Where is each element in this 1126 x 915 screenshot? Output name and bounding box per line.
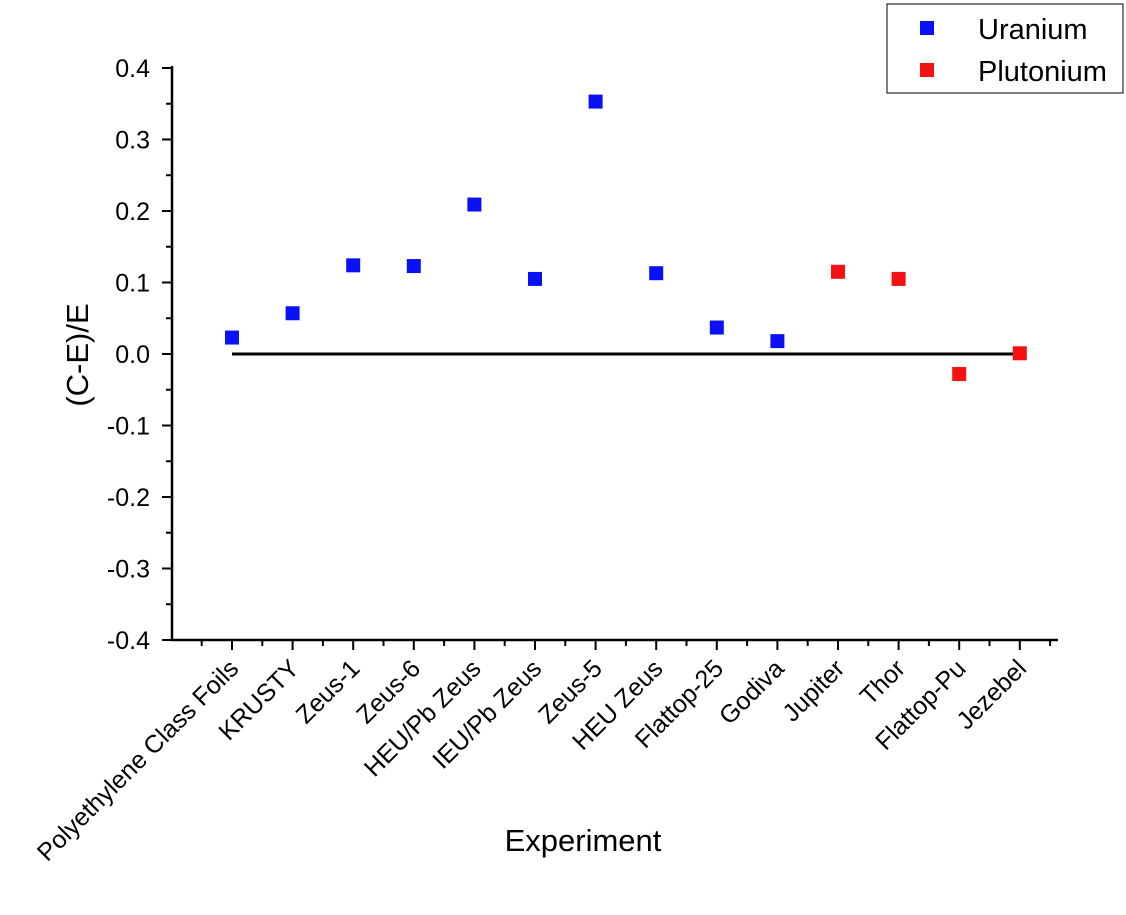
y-tick-label: 0.4	[115, 55, 150, 83]
y-tick-label: 0.2	[115, 198, 150, 226]
y-tick-label: -0.3	[107, 556, 150, 584]
y-tick-label: -0.4	[107, 627, 150, 655]
y-tick-labels: -0.4 -0.3 -0.2 -0.1 0.0 0.1 0.2 0.3 0.4	[107, 55, 150, 655]
x-tick-label: Godiva	[714, 654, 790, 730]
legend-label-plutonium: Plutonium	[978, 56, 1107, 88]
data-point-uranium	[346, 258, 361, 273]
data-point-uranium	[225, 330, 239, 345]
data-point-uranium	[528, 271, 542, 286]
data-point-plutonium	[891, 271, 906, 286]
y-tick-label: 0.1	[115, 270, 150, 298]
data-point-uranium	[406, 259, 421, 274]
x-tick-label: Polyethylene Class Foils	[32, 654, 244, 866]
legend: Uranium Plutonium	[886, 3, 1124, 94]
data-point-plutonium	[952, 367, 967, 382]
legend-box	[886, 3, 1124, 94]
data-point-uranium	[467, 197, 482, 212]
legend-label-uranium: Uranium	[978, 14, 1088, 46]
data-point-uranium	[709, 320, 724, 335]
x-tick-label: Jupiter	[777, 654, 850, 727]
data-point-uranium	[770, 334, 785, 349]
data-point-plutonium	[1012, 346, 1027, 361]
axes	[162, 66, 1058, 650]
y-tick-label: 0.3	[115, 127, 150, 155]
y-axis-title: (C-E)/E	[60, 303, 95, 406]
y-tick-label: -0.1	[107, 413, 150, 441]
y-tick-label: 0.0	[115, 341, 150, 369]
data-point-uranium	[649, 266, 664, 281]
data-point-uranium	[588, 94, 603, 109]
data-point-plutonium	[831, 264, 845, 279]
x-axis-title: Experiment	[505, 823, 662, 858]
x-tick-label: Zeus-1	[291, 654, 366, 729]
data-point-uranium	[285, 306, 300, 321]
y-tick-label: -0.2	[107, 484, 150, 512]
data-points	[225, 94, 1027, 382]
x-tick-label: Thor	[855, 654, 911, 710]
legend-marker-uranium	[920, 21, 934, 35]
legend-marker-plutonium	[920, 63, 934, 77]
